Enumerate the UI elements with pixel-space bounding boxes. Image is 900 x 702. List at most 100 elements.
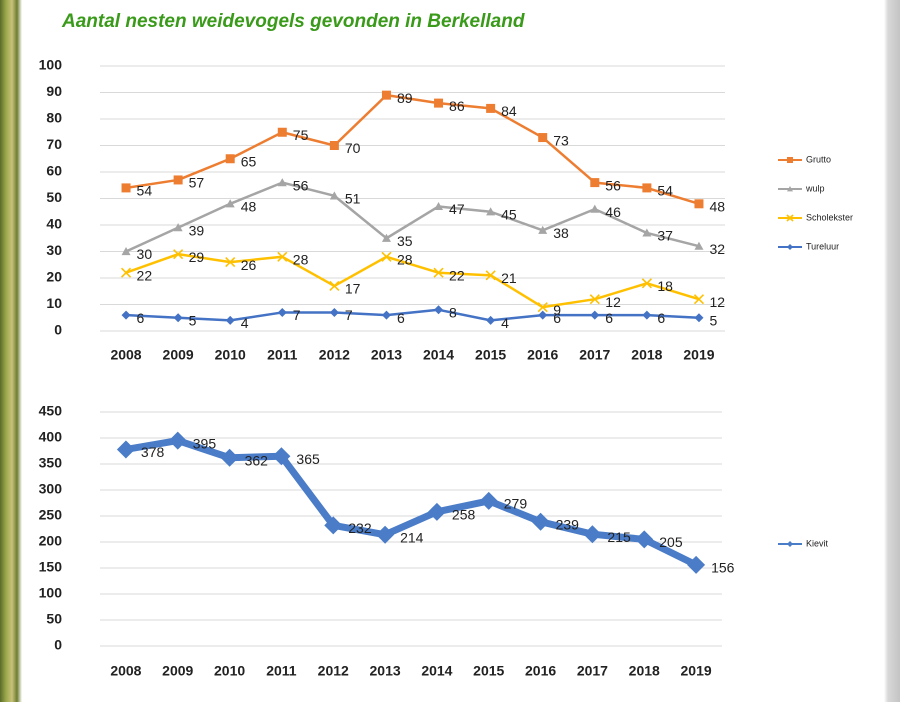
data-label: 365 [296, 451, 320, 467]
data-label: 214 [400, 529, 424, 545]
data-label: 45 [501, 206, 517, 222]
marker [382, 311, 391, 320]
x-tick-label: 2011 [267, 347, 298, 363]
data-label: 29 [189, 249, 205, 265]
data-label: 56 [293, 177, 309, 193]
marker [434, 99, 443, 108]
legend-label: Grutto [806, 154, 831, 164]
marker [480, 492, 498, 510]
marker [538, 133, 547, 142]
data-label: 6 [657, 310, 665, 326]
data-label: 39 [189, 222, 205, 238]
marker [330, 308, 339, 317]
marker [590, 311, 599, 320]
data-label: 54 [657, 183, 673, 199]
y-tick-label: 90 [46, 83, 62, 99]
marker [694, 199, 703, 208]
data-label: 51 [345, 191, 361, 207]
data-label: 7 [293, 307, 301, 323]
data-label: 84 [501, 103, 517, 119]
data-label: 6 [605, 310, 613, 326]
data-label: 35 [397, 233, 413, 249]
y-tick-label: 350 [39, 455, 63, 471]
legend-label: Kievit [806, 538, 829, 548]
legend-marker [787, 157, 793, 163]
marker [174, 313, 183, 322]
x-tick-label: 2018 [631, 347, 662, 363]
data-label: 48 [241, 199, 257, 215]
marker [330, 141, 339, 150]
data-label: 32 [709, 241, 725, 257]
data-label: 22 [137, 267, 153, 283]
y-tick-label: 50 [46, 189, 62, 205]
y-tick-label: 250 [39, 507, 63, 523]
page: Aantal nesten weidevogels gevonden in Be… [0, 0, 900, 702]
marker [532, 513, 550, 531]
y-tick-label: 60 [46, 163, 62, 179]
data-label: 48 [709, 199, 725, 215]
marker [122, 311, 131, 320]
y-tick-label: 400 [39, 429, 63, 445]
marker [122, 183, 131, 192]
x-tick-label: 2011 [266, 663, 297, 679]
data-label: 30 [137, 246, 153, 262]
data-label: 75 [293, 127, 309, 143]
marker [642, 311, 651, 320]
marker [694, 313, 703, 322]
y-tick-label: 0 [54, 637, 62, 653]
x-tick-label: 2016 [527, 347, 558, 363]
y-tick-label: 100 [39, 57, 63, 73]
data-label: 73 [553, 132, 569, 148]
marker [226, 316, 235, 325]
x-tick-label: 2013 [370, 663, 401, 679]
y-tick-label: 50 [46, 611, 62, 627]
data-label: 6 [397, 310, 405, 326]
data-label: 38 [553, 225, 569, 241]
marker [169, 432, 187, 450]
data-label: 279 [504, 496, 528, 512]
data-label: 89 [397, 90, 413, 106]
data-label: 57 [189, 175, 205, 191]
data-label: 28 [397, 252, 413, 268]
y-tick-label: 10 [46, 295, 62, 311]
marker [486, 104, 495, 113]
y-tick-label: 150 [39, 559, 63, 575]
x-tick-label: 2019 [681, 663, 712, 679]
data-label: 54 [137, 183, 153, 199]
data-label: 22 [449, 267, 465, 283]
x-tick-label: 2013 [371, 347, 402, 363]
marker [330, 281, 339, 290]
charts: Aantal nesten weidevogels gevonden in Be… [0, 0, 900, 702]
data-label: 156 [711, 560, 735, 576]
data-label: 21 [501, 270, 517, 286]
data-label: 4 [501, 315, 509, 331]
marker [226, 154, 235, 163]
data-label: 47 [449, 201, 465, 217]
marker [642, 183, 651, 192]
x-tick-label: 2015 [475, 347, 506, 363]
x-tick-label: 2009 [163, 347, 194, 363]
x-tick-label: 2018 [629, 663, 660, 679]
x-tick-label: 2014 [423, 347, 454, 363]
data-label: 86 [449, 98, 465, 114]
marker [583, 525, 601, 543]
y-tick-label: 300 [39, 481, 63, 497]
data-label: 12 [709, 294, 725, 310]
data-label: 378 [141, 444, 165, 460]
y-tick-label: 100 [39, 585, 63, 601]
marker [117, 440, 135, 458]
x-tick-label: 2010 [214, 663, 245, 679]
x-tick-label: 2009 [162, 663, 193, 679]
y-tick-label: 20 [46, 269, 62, 285]
marker [278, 128, 287, 137]
data-label: 4 [241, 315, 249, 331]
data-label: 395 [193, 435, 217, 451]
data-label: 5 [189, 312, 197, 328]
marker [174, 175, 183, 184]
data-label: 17 [345, 281, 361, 297]
data-label: 56 [605, 177, 621, 193]
x-tick-label: 2012 [318, 663, 349, 679]
x-tick-label: 2017 [577, 663, 608, 679]
y-tick-label: 70 [46, 136, 62, 152]
marker [486, 316, 495, 325]
